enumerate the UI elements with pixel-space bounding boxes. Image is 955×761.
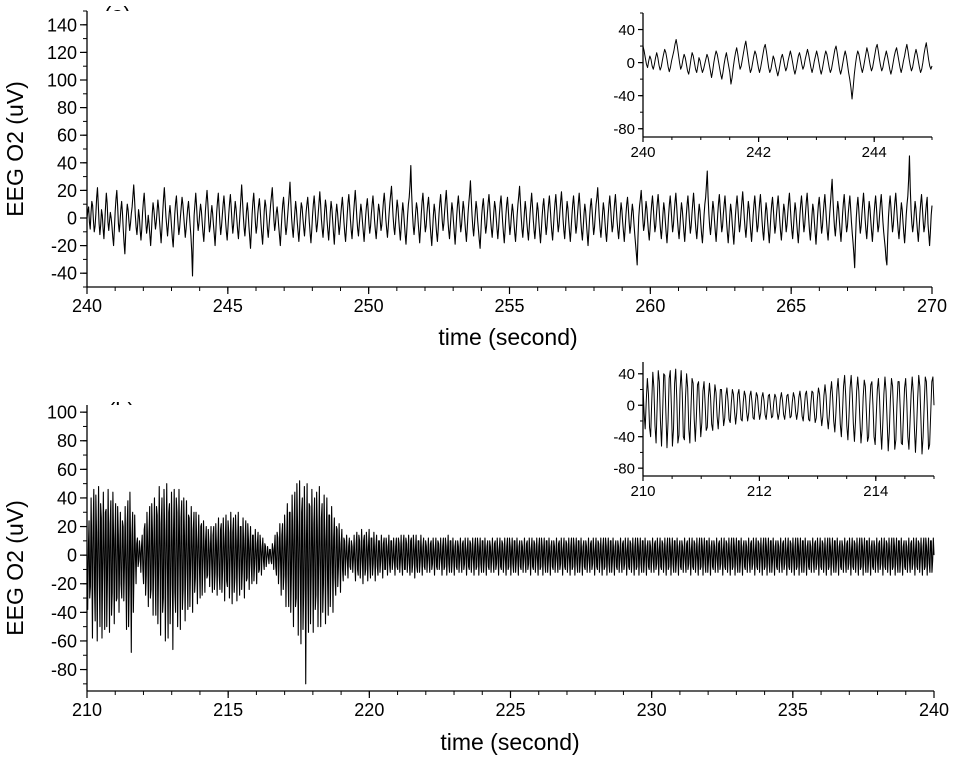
series-line-0 xyxy=(86,480,935,685)
x-tick-label: 210 xyxy=(72,700,102,720)
x-tick-label: 210 xyxy=(630,483,655,500)
y-tick-label: -40 xyxy=(51,264,77,284)
y-tick-label: 100 xyxy=(47,403,77,423)
plot-background xyxy=(643,13,932,137)
y-tick-label: 120 xyxy=(47,43,77,63)
x-tick-label: 265 xyxy=(776,296,806,316)
y-tick-label: 0 xyxy=(67,546,77,566)
y-tick-label: -20 xyxy=(51,236,77,256)
y-tick-label: 0 xyxy=(67,208,77,228)
x-tick-label: 225 xyxy=(495,700,525,720)
y-tick-label: 100 xyxy=(47,70,77,90)
x-tick-label: 220 xyxy=(354,700,384,720)
y-tick-label: 40 xyxy=(618,22,635,39)
panel-b-inset-chart: 210 212 214 -80 -40 0 40 xyxy=(613,362,935,500)
y-tick-label: -40 xyxy=(613,429,635,446)
y-tick-label: 80 xyxy=(57,98,77,118)
y-tick-label: -40 xyxy=(51,603,77,623)
y-tick-label: 140 xyxy=(47,15,77,35)
y-tick-label: 40 xyxy=(57,488,77,508)
y-tick-label: -80 xyxy=(51,660,77,680)
panel-a-ylabel: EEG O2 (uV) xyxy=(2,81,28,216)
x-tick-label: 235 xyxy=(778,700,808,720)
y-tick-label: -60 xyxy=(51,631,77,651)
y-tick-label: -40 xyxy=(613,88,635,105)
y-tick-label: -80 xyxy=(613,461,635,478)
x-tick-label: 212 xyxy=(747,483,772,500)
panel-a-xlabel: time (second) xyxy=(438,324,577,350)
y-tick-label: -20 xyxy=(51,574,77,594)
y-tick-label: 20 xyxy=(57,517,77,537)
x-tick-label: 240 xyxy=(630,144,655,161)
x-tick-label: 215 xyxy=(213,700,243,720)
y-tick-label: 40 xyxy=(57,153,77,173)
y-tick-label: 80 xyxy=(57,431,77,451)
x-tick-label: 250 xyxy=(354,296,384,316)
x-tick-label: 270 xyxy=(917,296,947,316)
y-tick-label: 40 xyxy=(618,366,635,383)
series-line-0 xyxy=(642,368,935,455)
panel-a-inset-plot-area: 240 242 244 -80 -40 0 40 xyxy=(613,12,933,161)
x-tick-label: 245 xyxy=(213,296,243,316)
panel-b-ylabel: EEG O2 (uV) xyxy=(2,500,28,635)
panel-b-xlabel: time (second) xyxy=(440,729,579,755)
x-tick-label: 242 xyxy=(746,144,771,161)
y-tick-label: 0 xyxy=(627,398,635,415)
x-tick-label: 260 xyxy=(635,296,665,316)
series-line-0 xyxy=(642,38,933,100)
x-tick-label: 255 xyxy=(494,296,524,316)
y-tick-label: 20 xyxy=(57,181,77,201)
x-tick-label: 240 xyxy=(919,700,949,720)
panel-a-inset-chart: 240 242 244 -80 -40 0 40 xyxy=(613,12,933,161)
y-tick-label: -80 xyxy=(613,121,635,138)
x-tick-label: 230 xyxy=(637,700,667,720)
x-tick-label: 244 xyxy=(862,144,887,161)
x-tick-label: 240 xyxy=(72,296,102,316)
y-tick-label: 60 xyxy=(57,460,77,480)
x-tick-label: 214 xyxy=(863,483,888,500)
series-line-0 xyxy=(86,155,933,277)
y-tick-label: 60 xyxy=(57,126,77,146)
panel-b-inset-plot-area: 210 212 214 -80 -40 0 40 xyxy=(613,362,935,500)
y-tick-label: 0 xyxy=(627,55,635,72)
